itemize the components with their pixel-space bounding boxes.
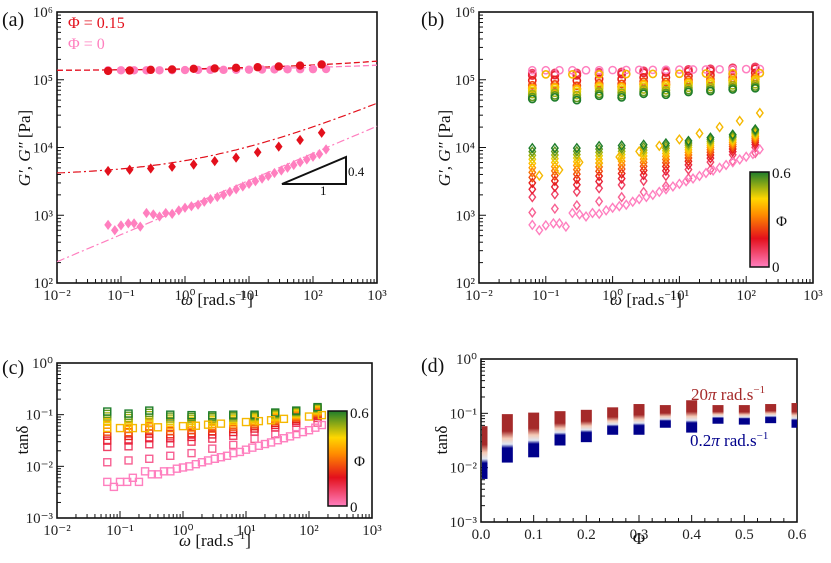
x-tick-label: 0.2: [577, 527, 596, 543]
tan-delta-bar: [482, 426, 488, 479]
x-tick-label: 10³: [362, 523, 382, 539]
y-tick-label: 10⁵: [33, 73, 53, 89]
x-tick-label: 10²: [736, 288, 756, 304]
y-tick-label: 10⁻¹: [26, 408, 53, 424]
panel-b: 10⁻² 10⁻¹ 10⁰ 10¹ 10² 10³ 10² 10³ 10⁴ 10⁵ 10⁶ ω [ra…: [435, 5, 823, 309]
x-axis-label: ω [rad.s−1]: [179, 530, 251, 550]
y-tick-label: 10²: [456, 276, 476, 292]
x-tick-label: 10⁻²: [43, 288, 71, 304]
x-tick-label: 10⁻²: [43, 523, 71, 539]
tan-delta-bar: [528, 412, 540, 458]
colorbar-b-min: 0: [772, 260, 780, 276]
panel-label-b: (b): [421, 9, 444, 31]
annotation-20pi: 20π rad.s−1: [691, 384, 765, 404]
y-tick-label: 10⁻¹: [450, 406, 477, 422]
x-tick-label: 10⁻¹: [107, 288, 134, 304]
y-tick-label: 10³: [34, 208, 54, 224]
colorbar-b-max: 0.6: [772, 166, 791, 182]
tan-delta-bar: [607, 407, 619, 435]
tan-delta-bar: [686, 400, 698, 433]
y-tick-label: 10⁰: [456, 352, 477, 368]
x-tick-label: 10¹: [239, 288, 259, 304]
x-axis-label: ω [rad.s−1]: [610, 289, 682, 309]
plot-frame: [56, 11, 378, 284]
tan-delta-bar: [738, 405, 750, 425]
x-tick-label: 10¹: [670, 288, 690, 304]
tan-delta-bar: [712, 405, 724, 424]
y-tick-label: 10⁴: [33, 141, 53, 157]
tan-delta-bar: [633, 404, 645, 435]
legend-phi-0: Φ = 0: [68, 36, 105, 53]
x-tick-label: 10⁰: [174, 288, 195, 304]
tan-delta-bar: [501, 414, 513, 463]
x-tick-label: 10⁰: [172, 523, 193, 539]
svg-text:20π rad.s−1: 20π rad.s−1: [691, 384, 765, 404]
x-tick-label: 10³: [803, 288, 823, 304]
x-tick-label: 10⁻¹: [532, 288, 559, 304]
colorbar-c-min: 0: [350, 500, 358, 516]
colorbar-c: [327, 410, 348, 507]
y-tick-label: 10⁻³: [26, 511, 54, 527]
x-tick-label: 0.6: [788, 527, 807, 543]
colorbar-c-max: 0.6: [350, 406, 369, 422]
panel-label-a: (a): [2, 9, 24, 31]
colorbar-b-label: Φ: [776, 214, 787, 230]
x-tick-label: 0.3: [630, 527, 649, 543]
y-tick-label: 10⁰: [32, 356, 53, 372]
x-tick-label: 10³: [367, 288, 387, 304]
y-tick-label: 10⁻²: [450, 461, 478, 477]
x-tick-label: 0.1: [524, 527, 543, 543]
tan-delta-bar: [554, 411, 566, 446]
tan-delta-bar: [791, 403, 797, 428]
slope-run-label: 1: [320, 183, 327, 198]
x-tick-label: 10¹: [236, 523, 256, 539]
panel-a: 10⁻² 10⁻¹ 10⁰ 10¹ 10² 10³ 10² 10³ 10⁴ 10⁵ 10⁶ ω [ra…: [15, 5, 387, 309]
panel-d: 0.0 0.1 0.2 0.3 0.4 0.5 0.6 10⁻³ 10⁻² 10⁻¹ 10⁰ Φtan…: [432, 352, 807, 548]
y-tick-label: 10⁻²: [26, 459, 54, 475]
x-tick-label: 0.0: [472, 527, 491, 543]
tan-delta-bar: [659, 405, 671, 428]
panel-label-d: (d): [421, 355, 444, 377]
panel-label-c: (c): [2, 357, 24, 379]
x-tick-label: 10⁻²: [465, 288, 493, 304]
x-axis-label: ω [rad.s−1]: [181, 289, 253, 309]
tan-delta-bar: [765, 404, 777, 424]
x-tick-label: 10⁻¹: [106, 523, 133, 539]
tan-delta-bar: [580, 409, 592, 443]
svg-text:0.2π rad.s−1: 0.2π rad.s−1: [690, 430, 768, 450]
y-tick-label: 10²: [34, 276, 54, 292]
legend-phi-015: Φ = 0.15: [68, 15, 125, 32]
x-tick-label: 10²: [303, 288, 323, 304]
y-tick-label: 10³: [456, 208, 476, 224]
x-tick-label: 10⁰: [602, 288, 623, 304]
colorbar-b: [749, 171, 770, 268]
x-tick-label: 0.4: [682, 527, 701, 543]
y-axis-label: G′, G″ [Pa]: [15, 110, 34, 186]
y-tick-label: 10⁴: [455, 141, 475, 157]
y-tick-label: 10⁶: [33, 5, 53, 21]
x-tick-label: 0.5: [735, 527, 754, 543]
y-axis-label: G′, G″ [Pa]: [435, 110, 454, 186]
y-axis-label: tanδ: [13, 426, 32, 455]
slope-rise-label: 0.4: [348, 164, 365, 179]
y-tick-label: 10⁵: [455, 73, 475, 89]
y-axis-label: tanδ: [432, 426, 451, 455]
x-tick-label: 10²: [299, 523, 319, 539]
slope-triangle: [281, 155, 347, 185]
plot-frame: [56, 362, 373, 519]
colorbar-c-label: Φ: [354, 454, 365, 470]
y-tick-label: 10⁶: [455, 5, 475, 21]
y-tick-label: 10⁻³: [450, 515, 478, 531]
x-axis-label: Φ: [633, 529, 645, 548]
annotation-02pi: 0.2π rad.s−1: [690, 430, 768, 450]
